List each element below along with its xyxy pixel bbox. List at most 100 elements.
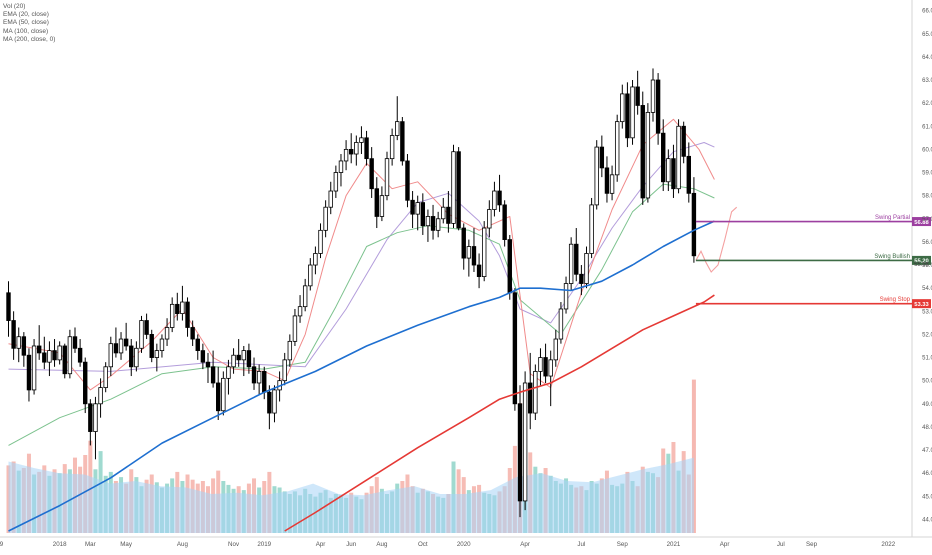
candle[interactable]: [563, 276, 569, 314]
candle[interactable]: [216, 366, 221, 420]
candle[interactable]: [93, 396, 98, 460]
candle[interactable]: [323, 200, 328, 238]
candle[interactable]: [57, 341, 62, 365]
candle[interactable]: [517, 385, 523, 518]
candle[interactable]: [267, 385, 272, 430]
candle[interactable]: [492, 181, 497, 217]
candle[interactable]: [650, 68, 656, 122]
candle[interactable]: [379, 186, 385, 222]
candle[interactable]: [129, 339, 134, 377]
candle[interactable]: [451, 144, 456, 229]
candle[interactable]: [671, 144, 676, 198]
candle[interactable]: [123, 322, 129, 351]
candle[interactable]: [568, 237, 574, 291]
candle[interactable]: [226, 359, 231, 395]
candle[interactable]: [645, 103, 651, 203]
candle[interactable]: [313, 246, 318, 275]
legend-ema20[interactable]: EMA (20, close): [3, 11, 49, 19]
swing-partial-level[interactable]: Swing Partial 56.88: [695, 215, 931, 227]
candle[interactable]: [343, 140, 349, 171]
candle[interactable]: [522, 371, 528, 511]
candle[interactable]: [318, 223, 323, 259]
candle[interactable]: [543, 343, 548, 383]
candle[interactable]: [47, 341, 52, 377]
candle[interactable]: [292, 308, 298, 346]
candle[interactable]: [169, 297, 175, 333]
candle[interactable]: [246, 343, 252, 374]
candle[interactable]: [497, 174, 502, 212]
candle[interactable]: [31, 339, 37, 395]
swing-bullish-level[interactable]: Swing Bullish 55.20: [695, 254, 931, 265]
candle[interactable]: [354, 135, 359, 166]
candle[interactable]: [118, 332, 124, 360]
legend-ma100[interactable]: MA (100, close): [3, 27, 49, 35]
candle[interactable]: [620, 84, 625, 129]
candle[interactable]: [405, 154, 410, 208]
candle[interactable]: [190, 320, 195, 346]
candle[interactable]: [548, 350, 553, 407]
candle[interactable]: [302, 278, 308, 312]
candle[interactable]: [446, 191, 451, 233]
candle[interactable]: [614, 114, 620, 182]
candle[interactable]: [221, 371, 226, 416]
candle[interactable]: [533, 364, 538, 420]
candle[interactable]: [528, 352, 533, 430]
candle[interactable]: [21, 332, 27, 367]
candle[interactable]: [62, 343, 67, 379]
candle[interactable]: [574, 228, 579, 282]
candle[interactable]: [415, 195, 420, 231]
candle[interactable]: [635, 70, 640, 115]
candle[interactable]: [77, 339, 83, 367]
candle[interactable]: [134, 341, 139, 372]
candle[interactable]: [384, 151, 390, 201]
candle[interactable]: [364, 130, 369, 166]
candle[interactable]: [159, 334, 165, 358]
candle[interactable]: [144, 313, 149, 340]
candle[interactable]: [553, 329, 559, 367]
ma200-line[interactable]: [284, 294, 715, 532]
main-ma-line[interactable]: [8, 220, 715, 532]
candle[interactable]: [538, 348, 543, 386]
candle[interactable]: [594, 140, 599, 210]
candle[interactable]: [389, 128, 395, 166]
candle[interactable]: [461, 223, 466, 270]
candle[interactable]: [338, 154, 344, 187]
candle[interactable]: [154, 343, 160, 372]
candle[interactable]: [139, 315, 144, 353]
candle[interactable]: [36, 325, 42, 360]
candle[interactable]: [26, 348, 32, 402]
legend-vol[interactable]: Vol (20): [3, 3, 26, 10]
candle[interactable]: [11, 311, 16, 360]
candle[interactable]: [231, 348, 236, 374]
candle[interactable]: [175, 292, 180, 321]
candle[interactable]: [558, 302, 564, 344]
candle[interactable]: [681, 121, 686, 164]
candle[interactable]: [512, 288, 518, 411]
legend-ema50[interactable]: EMA (50, close): [3, 19, 49, 27]
candle[interactable]: [164, 318, 170, 346]
candle[interactable]: [52, 339, 57, 367]
candle[interactable]: [308, 258, 313, 291]
candle[interactable]: [466, 239, 472, 277]
candle[interactable]: [400, 117, 405, 166]
candle[interactable]: [180, 285, 185, 321]
candle[interactable]: [282, 352, 287, 386]
candle[interactable]: [430, 204, 436, 240]
candle[interactable]: [108, 336, 113, 377]
candle[interactable]: [67, 329, 73, 379]
candle[interactable]: [609, 165, 615, 201]
candle[interactable]: [481, 221, 487, 282]
legend-ma200[interactable]: MA (200, close, 0): [3, 35, 56, 43]
candle[interactable]: [456, 147, 461, 231]
candle[interactable]: [287, 334, 293, 367]
candle[interactable]: [83, 357, 88, 414]
candle[interactable]: [200, 343, 206, 370]
candle[interactable]: [369, 147, 374, 198]
candle[interactable]: [185, 297, 190, 337]
candle[interactable]: [149, 329, 154, 363]
candle[interactable]: [359, 126, 364, 155]
candle[interactable]: [435, 211, 441, 238]
